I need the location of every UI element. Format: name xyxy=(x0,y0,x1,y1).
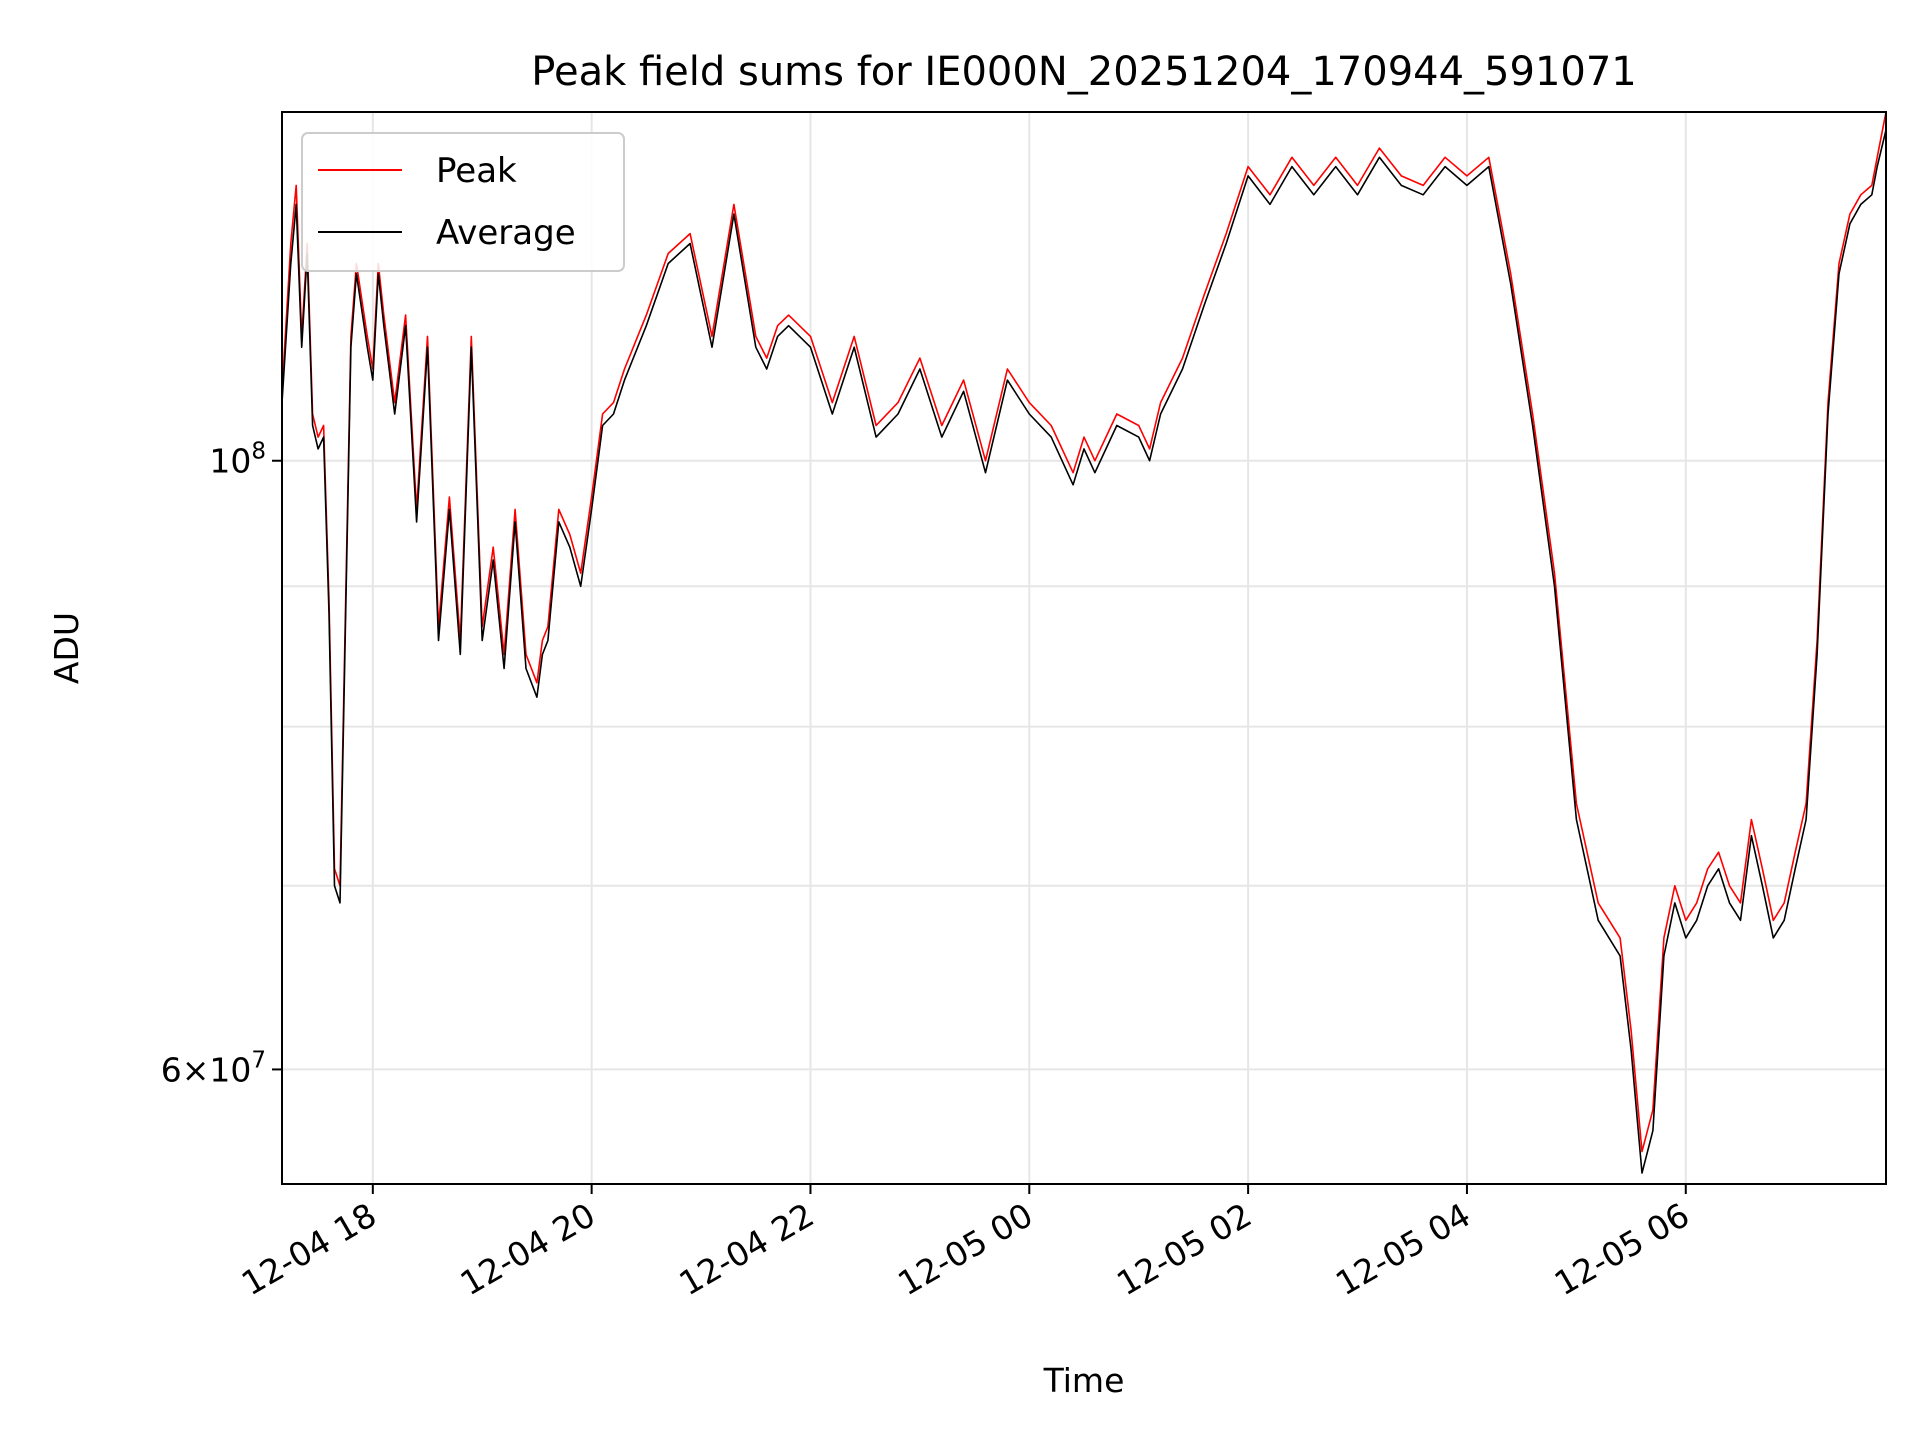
legend-box xyxy=(301,132,625,272)
x-axis-ticks: 12-04 18 12-04 20 12-04 22 12-05 00 12-05 02… xyxy=(235,1184,1696,1303)
x-tick-label-2: 12-04 22 xyxy=(672,1195,820,1303)
x-tick-label-3: 12-05 00 xyxy=(891,1195,1039,1303)
x-tick-label-5: 12-05 04 xyxy=(1329,1195,1477,1303)
y-tick-label-base-1: 6×10 xyxy=(161,1050,252,1089)
x-tick-label-0: 12-04 18 xyxy=(235,1195,383,1303)
chart-title: Peak field sums for IE000N_20251204_1709… xyxy=(531,49,1636,95)
plot-frame xyxy=(281,111,1887,1185)
x-tick-label-6: 12-05 06 xyxy=(1548,1195,1696,1303)
plot-area-series xyxy=(281,111,1887,1174)
x-axis-label: Time xyxy=(1043,1361,1125,1400)
y-tick-label-1: 6×107 xyxy=(161,1047,266,1089)
y-axis-label: ADU xyxy=(47,612,86,684)
y-axis-ticks: 108 6×107 xyxy=(161,439,282,1089)
legend: Peak Average xyxy=(301,132,625,272)
y-tick-label-exponent-1: 7 xyxy=(251,1047,266,1073)
y-tick-label-exponent-0: 8 xyxy=(251,439,266,465)
series-line-average xyxy=(281,129,1887,1174)
grid-lines xyxy=(282,112,1886,1184)
legend-average-label: Average xyxy=(436,213,576,253)
legend-peak-label: Peak xyxy=(436,151,517,191)
x-tick-label-1: 12-04 20 xyxy=(454,1195,602,1303)
y-tick-label-base-0: 10 xyxy=(209,442,251,481)
x-tick-label-4: 12-05 02 xyxy=(1110,1195,1258,1303)
y-tick-label-0: 108 xyxy=(209,439,266,481)
